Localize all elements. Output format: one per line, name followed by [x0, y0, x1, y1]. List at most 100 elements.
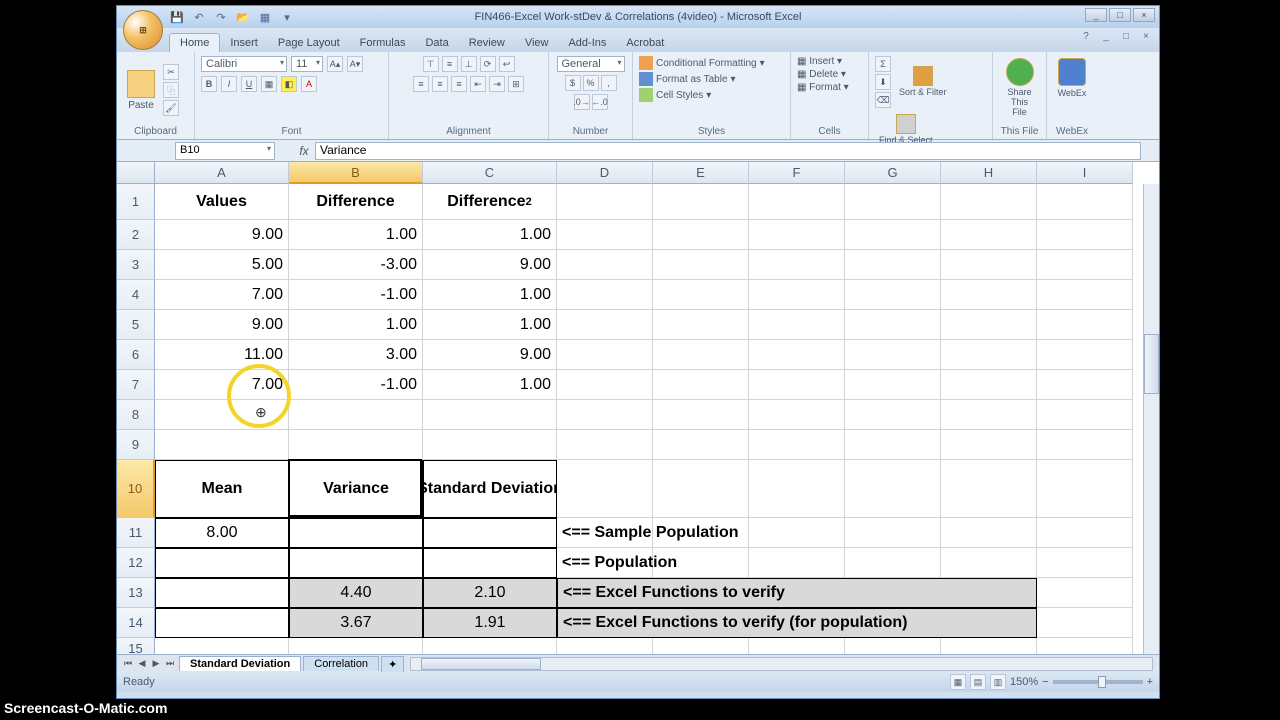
cell-G2[interactable]	[845, 220, 941, 250]
zoom-out-button[interactable]: −	[1042, 676, 1048, 688]
save-icon[interactable]: 💾	[169, 9, 185, 25]
wb-close-button[interactable]: ×	[1137, 31, 1155, 45]
horizontal-scrollbar[interactable]	[410, 657, 1153, 671]
cell-I7[interactable]	[1037, 370, 1133, 400]
number-format-dropdown[interactable]: General	[557, 56, 625, 72]
cell-E10[interactable]	[653, 460, 749, 518]
cell-A12[interactable]	[155, 548, 289, 578]
cell-B4[interactable]: -1.00	[289, 280, 423, 310]
cell-C12[interactable]	[423, 548, 557, 578]
cell-F6[interactable]	[749, 340, 845, 370]
cell-I9[interactable]	[1037, 430, 1133, 460]
clear-icon[interactable]: ⌫	[875, 92, 891, 108]
cell-G9[interactable]	[845, 430, 941, 460]
border-button[interactable]: ▦	[261, 76, 277, 92]
fill-color-button[interactable]: ◧	[281, 76, 297, 92]
cell-F1[interactable]	[749, 184, 845, 220]
cell-G7[interactable]	[845, 370, 941, 400]
cell-B9[interactable]	[289, 430, 423, 460]
cell-E7[interactable]	[653, 370, 749, 400]
cell-D7[interactable]	[557, 370, 653, 400]
cell-G3[interactable]	[845, 250, 941, 280]
cell-C1[interactable]: Difference2	[423, 184, 557, 220]
row-header-3[interactable]: 3	[117, 250, 155, 280]
sheet-nav-prev[interactable]: ◀	[135, 658, 149, 669]
cell-A10[interactable]: Mean	[155, 460, 289, 518]
row-header-6[interactable]: 6	[117, 340, 155, 370]
cell-E15[interactable]	[653, 638, 749, 654]
cell-E4[interactable]	[653, 280, 749, 310]
cell-H7[interactable]	[941, 370, 1037, 400]
wb-minimize-button[interactable]: _	[1097, 31, 1115, 45]
cell-A4[interactable]: 7.00	[155, 280, 289, 310]
percent-icon[interactable]: %	[583, 75, 599, 91]
cell-H5[interactable]	[941, 310, 1037, 340]
cell-C7[interactable]: 1.00	[423, 370, 557, 400]
cell-C13[interactable]: 2.10	[423, 578, 557, 608]
cell-C2[interactable]: 1.00	[423, 220, 557, 250]
cell-A3[interactable]: 5.00	[155, 250, 289, 280]
wrap-text-icon[interactable]: ↩	[499, 56, 515, 72]
cell-I3[interactable]	[1037, 250, 1133, 280]
cell-I4[interactable]	[1037, 280, 1133, 310]
col-header-H[interactable]: H	[941, 162, 1037, 184]
redo-icon[interactable]: ↷	[213, 9, 229, 25]
office-button[interactable]: ⊞	[123, 10, 163, 50]
cell-A2[interactable]: 9.00	[155, 220, 289, 250]
cell-I8[interactable]	[1037, 400, 1133, 430]
tab-page-layout[interactable]: Page Layout	[268, 34, 350, 52]
zoom-thumb[interactable]	[1098, 676, 1106, 688]
cell-B14[interactable]: 3.67	[289, 608, 423, 638]
minimize-button[interactable]: _	[1085, 8, 1107, 22]
cell-F8[interactable]	[749, 400, 845, 430]
view-layout-icon[interactable]: ▤	[970, 674, 986, 690]
cell-D9[interactable]	[557, 430, 653, 460]
cell-I13[interactable]	[1037, 578, 1133, 608]
close-button[interactable]: ×	[1133, 8, 1155, 22]
col-header-B[interactable]: B	[289, 162, 423, 184]
cut-icon[interactable]: ✂	[163, 64, 179, 80]
cell-G15[interactable]	[845, 638, 941, 654]
vertical-scrollbar[interactable]	[1143, 184, 1159, 654]
font-size-dropdown[interactable]: 11	[291, 56, 323, 72]
cell-A13[interactable]	[155, 578, 289, 608]
cell-C10[interactable]: Standard Deviation	[423, 460, 557, 518]
view-normal-icon[interactable]: ▦	[950, 674, 966, 690]
cell-A8[interactable]	[155, 400, 289, 430]
dec-decimal-icon[interactable]: ←.0	[592, 94, 608, 110]
tab-insert[interactable]: Insert	[220, 34, 268, 52]
cell-H15[interactable]	[941, 638, 1037, 654]
cell-H9[interactable]	[941, 430, 1037, 460]
cell-C3[interactable]: 9.00	[423, 250, 557, 280]
cell-C14[interactable]: 1.91	[423, 608, 557, 638]
row-header-1[interactable]: 1	[117, 184, 155, 220]
cell-G6[interactable]	[845, 340, 941, 370]
cell-G5[interactable]	[845, 310, 941, 340]
zoom-slider[interactable]	[1053, 680, 1143, 684]
row-header-14[interactable]: 14	[117, 608, 155, 638]
cell-B15[interactable]	[289, 638, 423, 654]
worksheet-grid[interactable]: ABCDEFGHI 123456789101112131415 ValuesDi…	[117, 162, 1159, 654]
cell-B3[interactable]: -3.00	[289, 250, 423, 280]
cell-E8[interactable]	[653, 400, 749, 430]
cell-F5[interactable]	[749, 310, 845, 340]
cell-B2[interactable]: 1.00	[289, 220, 423, 250]
cell-F2[interactable]	[749, 220, 845, 250]
sheet-tab-correlation[interactable]: Correlation	[303, 656, 379, 671]
cell-I1[interactable]	[1037, 184, 1133, 220]
cell-H6[interactable]	[941, 340, 1037, 370]
cell-I2[interactable]	[1037, 220, 1133, 250]
sheet-nav-first[interactable]: ⏮	[121, 658, 135, 669]
cell-C11[interactable]	[423, 518, 557, 548]
sheet-tab-new[interactable]: ✦	[381, 656, 404, 672]
conditional-formatting-button[interactable]: Conditional Formatting ▾	[639, 56, 765, 70]
cell-F9[interactable]	[749, 430, 845, 460]
row-header-8[interactable]: 8	[117, 400, 155, 430]
cell-A15[interactable]	[155, 638, 289, 654]
help-icon[interactable]: ?	[1077, 31, 1095, 45]
new-icon[interactable]: ▦	[257, 9, 273, 25]
grow-font-icon[interactable]: A▴	[327, 56, 343, 72]
cell-C8[interactable]	[423, 400, 557, 430]
view-break-icon[interactable]: ▥	[990, 674, 1006, 690]
align-top-icon[interactable]: ⊤	[423, 56, 439, 72]
